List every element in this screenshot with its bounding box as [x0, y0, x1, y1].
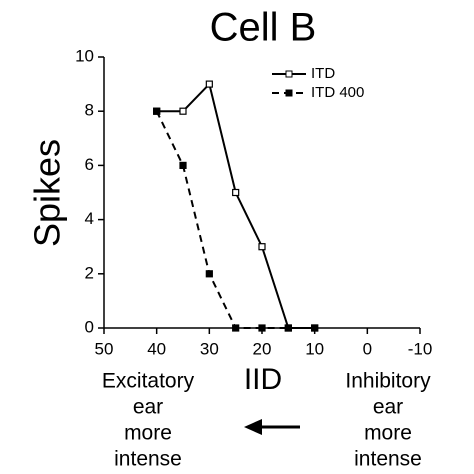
- marker: [205, 80, 213, 88]
- y-tick-label: 2: [85, 263, 94, 282]
- chart-title: Cell B: [210, 6, 317, 50]
- x-axis-label: IID: [244, 363, 282, 396]
- annotation: intense: [114, 448, 182, 471]
- x-tick-label: 0: [363, 339, 372, 358]
- annotation: ear: [373, 396, 403, 419]
- annotation: ear: [133, 396, 163, 419]
- series-line: [155, 110, 315, 329]
- marker: [284, 324, 292, 332]
- legend-marker: [285, 89, 293, 97]
- legend-marker: [285, 70, 293, 78]
- x-tick-label: 20: [253, 339, 272, 358]
- annotation: more: [124, 422, 172, 445]
- x-tick-label: 10: [305, 339, 324, 358]
- annotation: more: [364, 422, 412, 445]
- x-tick-label: 50: [95, 339, 114, 358]
- x-tick-label: 40: [147, 339, 166, 358]
- marker: [179, 161, 187, 169]
- marker: [232, 324, 240, 332]
- legend-label: ITD: [311, 65, 335, 82]
- marker: [153, 107, 161, 115]
- x-tick-label: -10: [408, 339, 433, 358]
- y-tick-label: 8: [85, 101, 94, 120]
- marker: [258, 324, 266, 332]
- y-tick-label: 6: [85, 155, 94, 174]
- marker: [205, 270, 213, 278]
- marker: [311, 324, 319, 332]
- marker: [232, 188, 240, 197]
- legend-label: ITD 400: [311, 84, 364, 101]
- y-tick-label: 4: [85, 209, 94, 228]
- y-tick-label: 10: [75, 46, 94, 65]
- y-axis-label: Spikes: [27, 139, 68, 247]
- arrow-head: [244, 419, 262, 435]
- x-tick-label: 30: [200, 339, 219, 358]
- annotation: Excitatory: [102, 370, 195, 393]
- annotation: intense: [354, 448, 422, 471]
- marker: [258, 243, 266, 251]
- y-tick-label: 0: [85, 317, 94, 336]
- series-line: [156, 82, 315, 329]
- annotation: Inhibitory: [345, 370, 431, 393]
- marker: [179, 107, 187, 115]
